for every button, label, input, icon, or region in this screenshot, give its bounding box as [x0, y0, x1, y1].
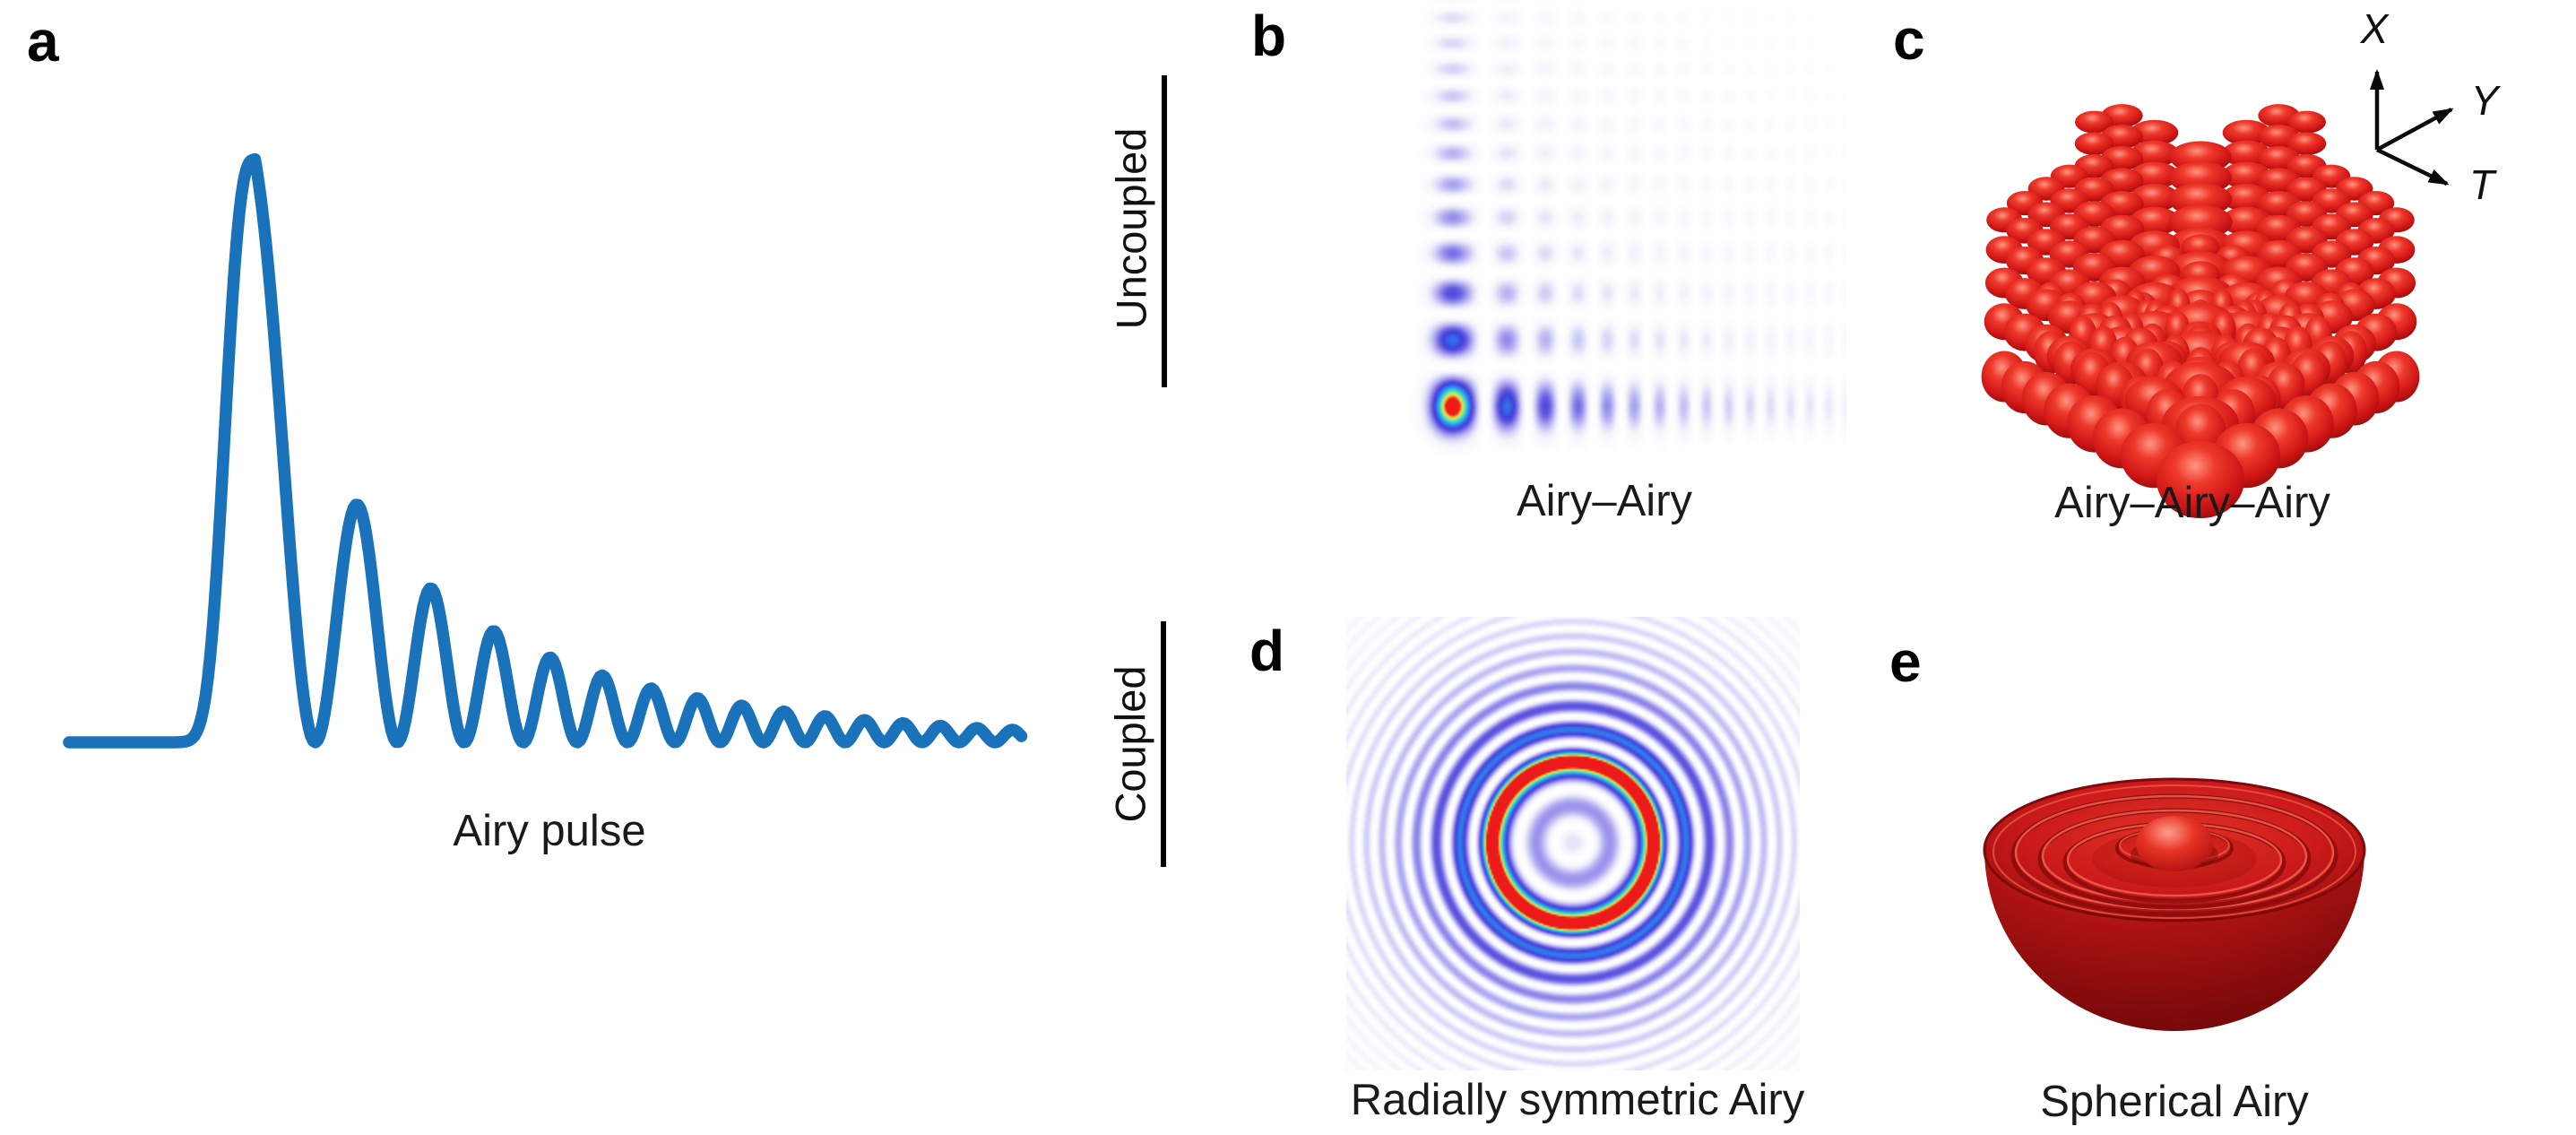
airy-pulse-curve — [63, 152, 1028, 749]
airy-airy-airy-isosurface — [1981, 104, 2420, 519]
panel-d-caption: Radially symmetric Airy — [1350, 1076, 1805, 1125]
panel-b-caption: Airy–Airy — [1516, 477, 1693, 526]
radial-airy-pattern — [1346, 617, 1800, 1070]
panel-c-letter: c — [1893, 7, 1925, 72]
group-label-uncoupled: Uncoupled — [1107, 127, 1155, 330]
xyt-axis-triad — [2370, 69, 2454, 186]
uncoupled-bracket — [1162, 75, 1167, 387]
airy-airy-pattern — [1371, 0, 1846, 520]
panel-d-letter: d — [1249, 619, 1285, 683]
group-label-coupled: Coupled — [1106, 665, 1154, 823]
panel-e-caption: Spherical Airy — [2040, 1078, 2309, 1127]
panel-b-letter: b — [1251, 4, 1287, 68]
panel-a-caption: Airy pulse — [453, 807, 646, 856]
panel-e-letter: e — [1889, 629, 1922, 694]
spherical-airy-isosurface — [1983, 777, 2366, 1031]
coupled-bracket — [1161, 621, 1166, 867]
panel-a-letter: a — [27, 9, 59, 74]
x-axis-label: X — [2360, 5, 2389, 52]
panel-c-caption: Airy–Airy–Airy — [2054, 479, 2330, 528]
t-axis-label: T — [2468, 161, 2495, 208]
y-axis-label: Y — [2470, 77, 2499, 124]
